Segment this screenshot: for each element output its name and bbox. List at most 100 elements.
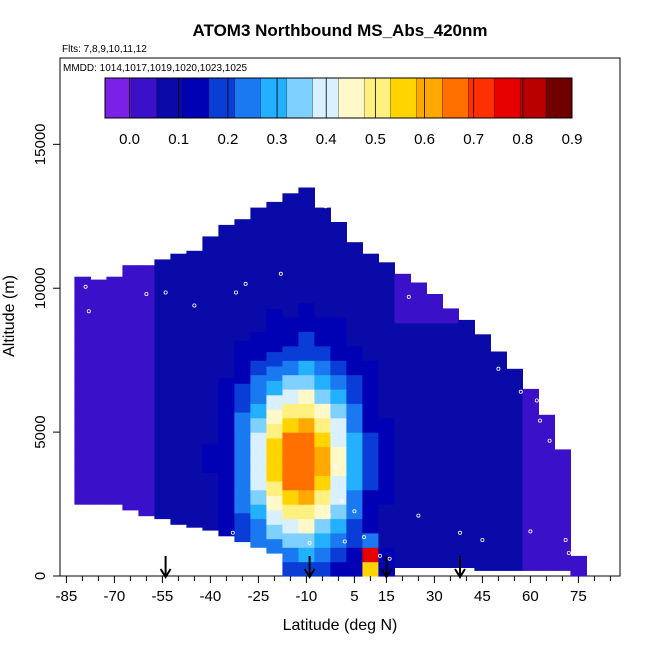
heatmap-cell (362, 288, 379, 304)
heatmap-cell (90, 345, 107, 361)
heatmap-cell (362, 518, 379, 534)
sample-points (83, 194, 571, 561)
heatmap-cell (170, 437, 187, 453)
heatmap-cell (218, 478, 235, 494)
heatmap-cell (570, 555, 587, 563)
heatmap-cell (106, 317, 123, 332)
x-tick-label: 15 (378, 588, 395, 605)
heatmap-cell (170, 253, 187, 266)
heatmap-cell (394, 394, 411, 410)
heatmap-cell (314, 547, 331, 563)
heatmap-cell (218, 406, 235, 422)
heatmap-cell (202, 472, 219, 488)
heatmap-cell (186, 354, 203, 370)
heatmap-cell (106, 388, 123, 404)
heatmap-cell (394, 409, 411, 425)
heatmap-cell (266, 423, 283, 439)
heatmap-cell (474, 498, 491, 514)
heatmap-cell (234, 219, 251, 226)
heatmap-cell (266, 222, 283, 237)
sample-point (538, 418, 543, 423)
heatmap-cell (234, 296, 251, 312)
heatmap-cell (202, 443, 219, 459)
heatmap-cell (522, 469, 539, 485)
heatmap-cell (266, 337, 283, 353)
colorbar: 0.0 0.1 0.2 0.3 0.4 0.5 0.6 0.7 0.8 0.9 (104, 77, 582, 148)
heatmap-cell (474, 555, 491, 571)
heatmap-cell (250, 216, 267, 232)
heatmap-cell (378, 504, 395, 520)
heatmap-cell (122, 495, 139, 511)
heatmap-cell (138, 400, 155, 416)
heatmap-cell (442, 423, 459, 439)
heatmap-cell (426, 553, 443, 568)
heatmap-cell (314, 417, 331, 433)
heatmap-cell (90, 432, 107, 448)
heatmap-cell (330, 230, 347, 246)
heatmap-cell (426, 308, 443, 324)
heatmap-cell (106, 403, 123, 419)
heatmap-cell (298, 460, 315, 476)
heatmap-cell (410, 365, 427, 381)
heatmap-cell (490, 412, 507, 427)
sample-point (528, 529, 533, 534)
heatmap-cell (394, 538, 411, 554)
heatmap-cell (298, 302, 315, 318)
heatmap-cell (74, 446, 91, 462)
heatmap-cell (154, 489, 171, 505)
heatmap-cell (170, 380, 187, 396)
heatmap-cell (570, 561, 587, 577)
heatmap-cell (394, 524, 411, 540)
heatmap-cell (202, 400, 219, 416)
heatmap-cell (474, 354, 491, 370)
heatmap-cell (442, 337, 459, 353)
heatmap-cell (90, 288, 107, 304)
heatmap-cell (218, 449, 235, 465)
heatmap-cell (330, 460, 347, 476)
heatmap-cell (170, 294, 187, 309)
heatmap-cell (330, 561, 347, 577)
heatmap-cell (426, 481, 443, 496)
heatmap-cell (74, 475, 91, 491)
heatmap-cell (218, 377, 235, 393)
heatmap-cell (218, 247, 235, 263)
x-tick-label: -10 (296, 588, 318, 605)
colorbar-cell (208, 78, 236, 118)
heatmap-cell (154, 273, 171, 289)
heatmap-cell (346, 532, 363, 548)
heatmap-cell (298, 345, 315, 361)
heatmap-cell (314, 360, 331, 376)
colorbar-cell (390, 78, 417, 118)
heatmap-cell (506, 455, 523, 471)
heatmap-cell (202, 501, 219, 517)
heatmap-cell (122, 466, 139, 482)
heatmap-cell (394, 273, 411, 281)
heatmap-cell (426, 452, 443, 468)
heatmap-cell (122, 322, 139, 338)
colorbar-cell (156, 78, 184, 118)
heatmap-cell (282, 475, 299, 491)
x-tick-label: 75 (570, 588, 587, 605)
heatmap-cell (138, 486, 155, 502)
heatmap-cell (410, 437, 427, 453)
heatmap-cell (186, 397, 203, 413)
heatmap-cell (122, 279, 139, 295)
heatmap-cell (506, 426, 523, 442)
heatmap-cell (298, 518, 315, 534)
heatmap-cell (202, 357, 219, 373)
heatmap-cell (298, 475, 315, 491)
heatmap-cell (122, 337, 139, 353)
heatmap-cell (282, 561, 299, 577)
heatmap-cell (314, 475, 331, 491)
flight-arrows (159, 556, 466, 579)
heatmap-cell (170, 423, 187, 439)
heatmap-cell (490, 354, 507, 370)
sample-point (230, 530, 235, 535)
heatmap-cell (458, 319, 475, 324)
heatmap-cell (522, 512, 539, 528)
heatmap-cell (250, 259, 267, 275)
heatmap-cell (298, 288, 315, 304)
heatmap-cell (202, 314, 219, 330)
heatmap-cell (186, 340, 203, 355)
colorbar-cell (520, 78, 547, 118)
